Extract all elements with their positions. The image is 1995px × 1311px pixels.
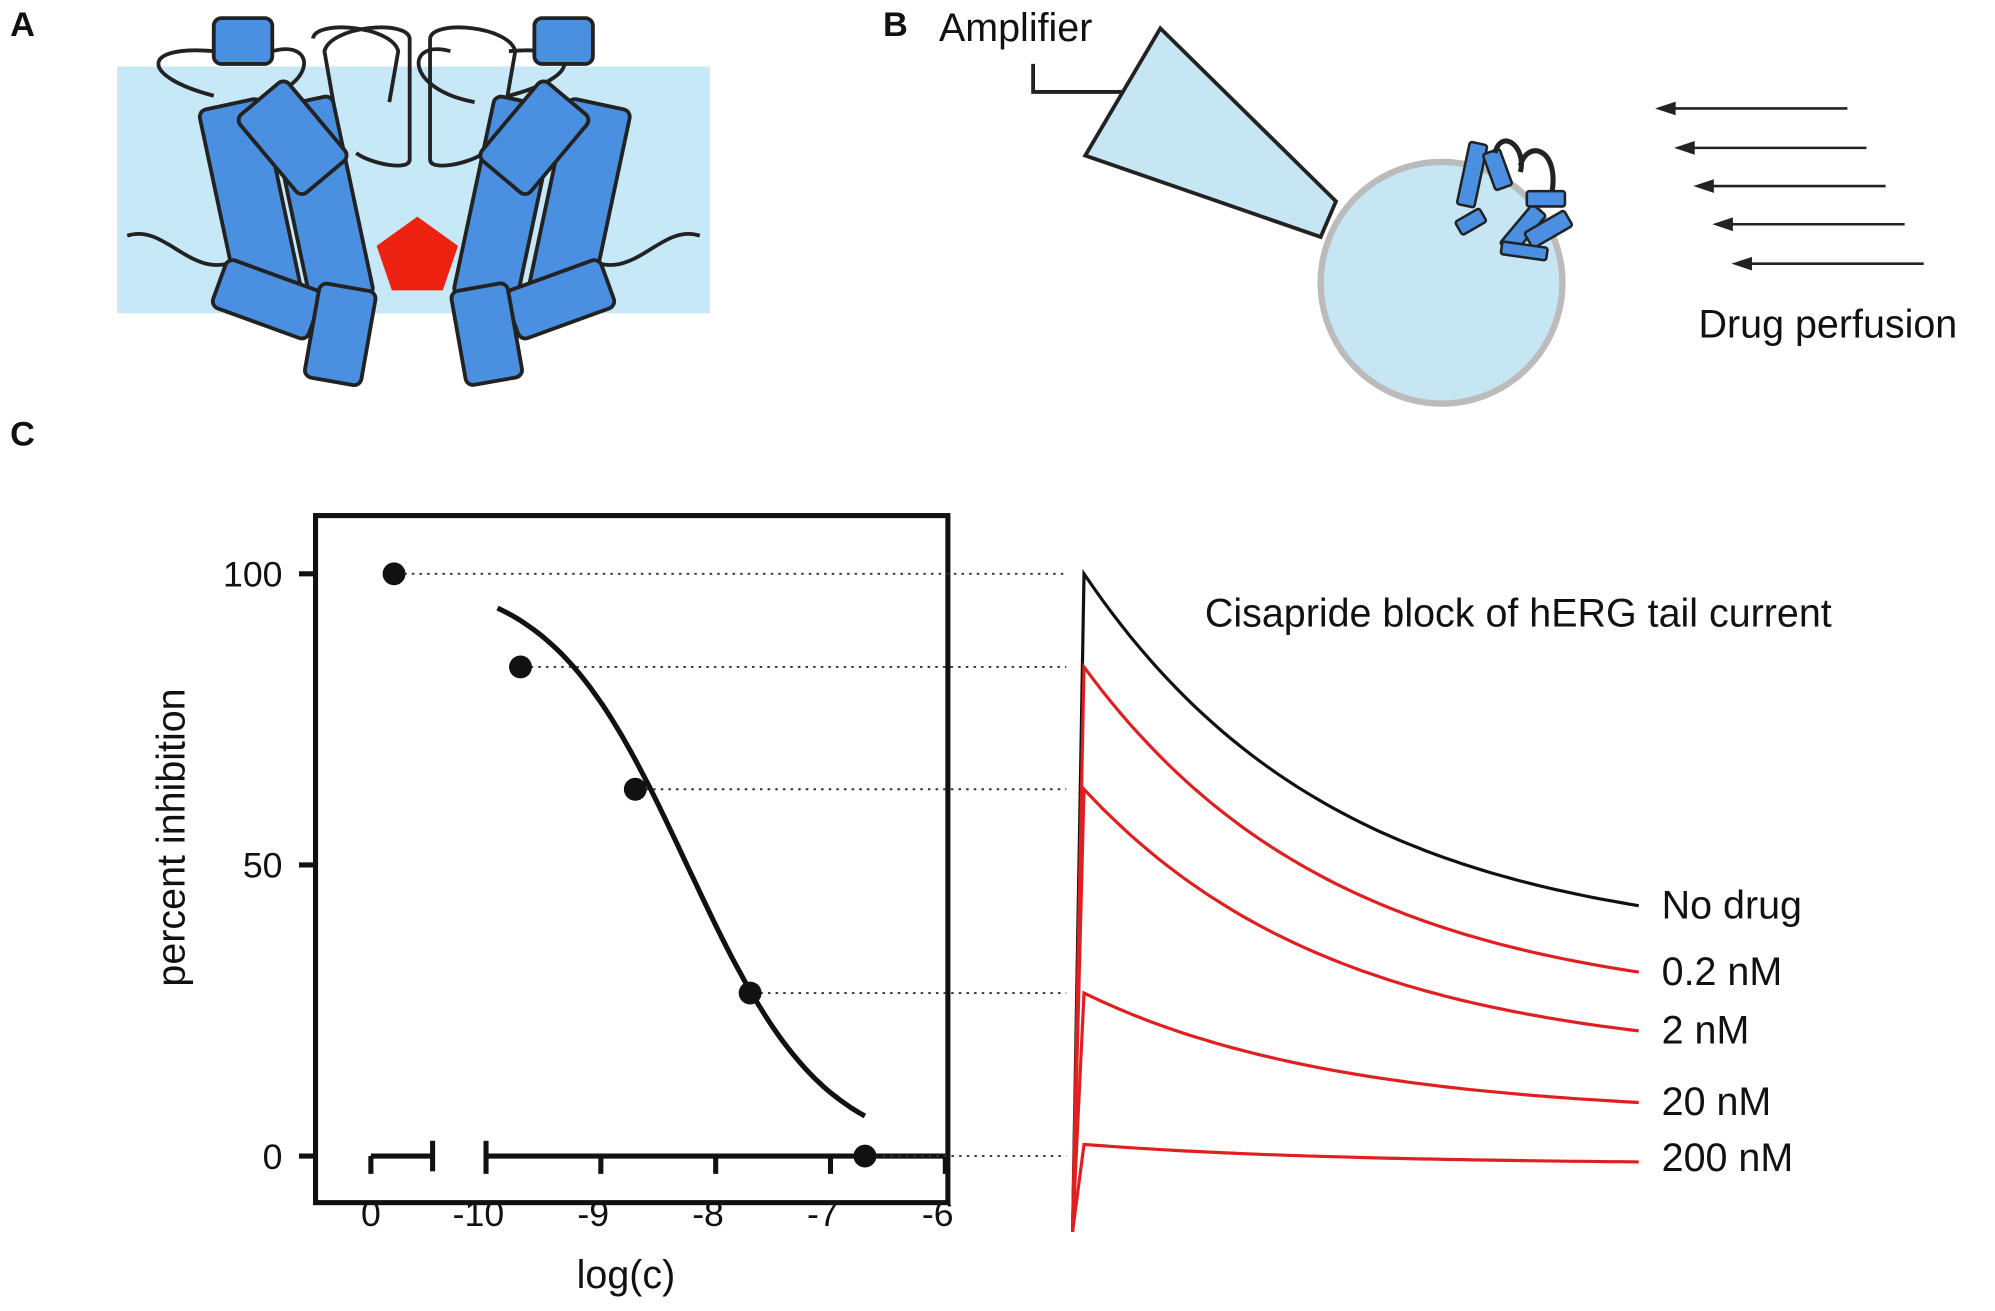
fit-curve: [496, 605, 867, 1119]
plot-frame: [312, 513, 951, 1206]
current-trace: [1070, 785, 1639, 1232]
x-tick-label: -9: [577, 1194, 609, 1234]
y-axis-label: percent inhibition: [149, 688, 193, 986]
trace-label: No drug: [1662, 883, 1802, 927]
panel-label: B: [883, 6, 908, 44]
y-tick-label: 50: [243, 846, 283, 886]
channel-diagram: [117, 16, 710, 388]
data-point: [738, 981, 762, 1005]
data-point: [509, 655, 532, 679]
x-tick-label: -6: [922, 1194, 954, 1234]
current-trace: [1070, 1142, 1639, 1232]
panel-label: C: [10, 416, 35, 454]
x-tick-label: -8: [692, 1194, 724, 1234]
x-tick-label: -7: [807, 1194, 839, 1234]
amplifier-label: Amplifier: [939, 6, 1092, 50]
y-tick-label: 0: [263, 1137, 283, 1177]
traces-title: Cisapride block of hERG tail current: [1205, 591, 1832, 635]
current-trace: [1070, 662, 1639, 1232]
x-axis-label: log(c): [577, 1253, 676, 1297]
trace-label: 0.2 nM: [1662, 950, 1783, 994]
y-tick-label: 100: [223, 555, 282, 595]
trace-label: 2 nM: [1662, 1009, 1750, 1053]
trace-label: 200 nM: [1662, 1136, 1794, 1180]
current-trace: [1070, 568, 1640, 1232]
x-tick-label: 0: [361, 1194, 381, 1234]
data-point: [382, 562, 406, 586]
data-point: [853, 1144, 877, 1168]
perfusion-label: Drug perfusion: [1699, 302, 1958, 346]
trace-label: 20 nM: [1662, 1080, 1772, 1124]
data-point: [623, 777, 647, 801]
current-trace: [1070, 990, 1639, 1232]
x-tick-label: -10: [453, 1194, 504, 1234]
panel-label: A: [10, 6, 35, 44]
patch-diagram: [1031, 25, 1924, 407]
